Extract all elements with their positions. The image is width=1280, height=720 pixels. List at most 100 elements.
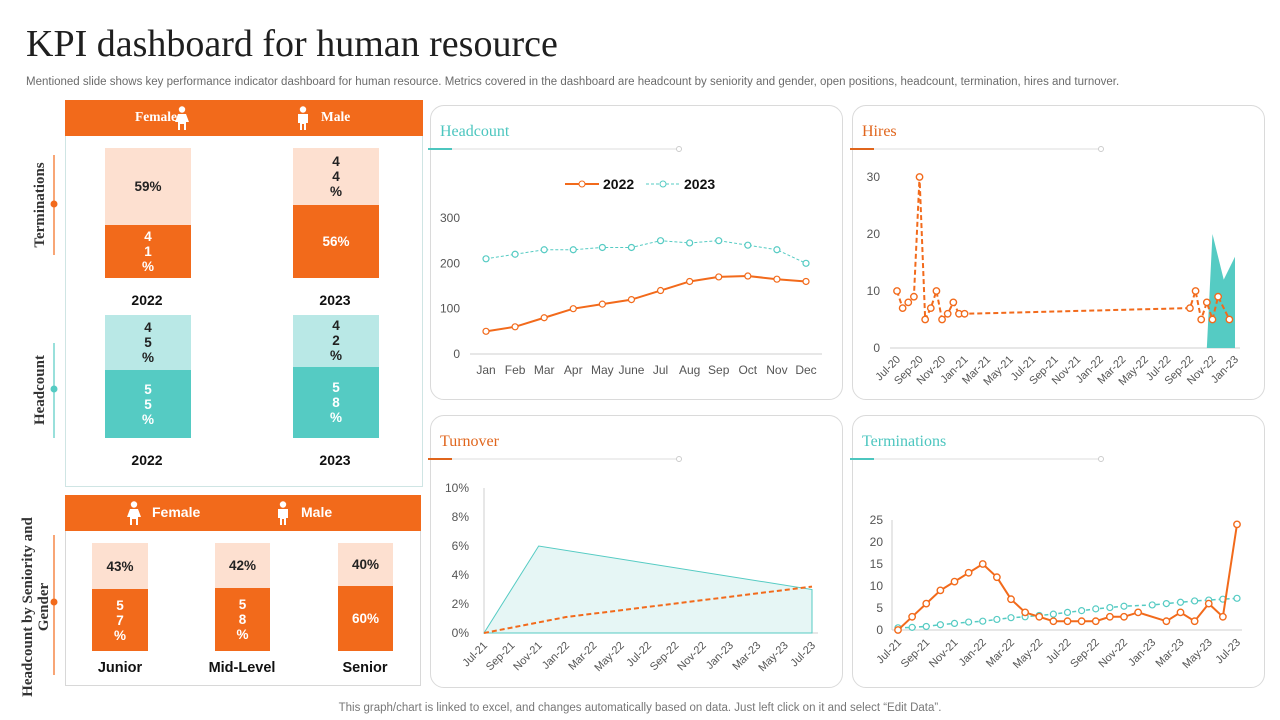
terminations-point-b bbox=[1078, 607, 1086, 615]
seniority-legend-bar: Female Male bbox=[65, 495, 421, 531]
headcount-year-2022: 2022 bbox=[131, 452, 163, 468]
female-icon bbox=[175, 106, 189, 130]
junior-male-segment: 5 7 % bbox=[92, 589, 148, 651]
x-tick-label: Nov-22 bbox=[1097, 637, 1131, 671]
hires-point bbox=[926, 304, 935, 312]
y-tick-label: 200 bbox=[440, 256, 460, 270]
legend-label-2023: 2023 bbox=[684, 176, 715, 192]
headcount-point-2022 bbox=[540, 314, 548, 322]
headcount-point-2022 bbox=[482, 327, 490, 335]
x-tick-label: Apr bbox=[564, 363, 583, 377]
headcount-point-2023 bbox=[482, 255, 490, 263]
headcount-line-2022 bbox=[485, 275, 807, 333]
terminations-2022-male-segment: 4 1 % bbox=[105, 224, 191, 278]
hires-point bbox=[960, 309, 969, 318]
senior-female-segment: 40% bbox=[338, 543, 393, 587]
y-tick-label: 300 bbox=[440, 211, 460, 225]
headcount-point-2022 bbox=[715, 273, 723, 281]
turnover-trend-line bbox=[483, 585, 813, 634]
hires-point bbox=[1191, 287, 1200, 295]
x-tick-label: May bbox=[591, 363, 614, 377]
turnover-panel bbox=[430, 415, 843, 688]
terminations-point-a bbox=[1190, 617, 1199, 626]
y-tick-label: 15 bbox=[870, 557, 884, 571]
turnover-chart-title: Turnover bbox=[440, 433, 499, 450]
terminations-point-a bbox=[1162, 617, 1171, 626]
y-tick-label: 25 bbox=[870, 513, 884, 527]
mid-level-female-label: 42% bbox=[228, 558, 257, 574]
x-tick-label: May-22 bbox=[1011, 637, 1045, 671]
x-tick-label: Aug bbox=[679, 363, 700, 377]
headcount-2023-female-segment: 4 2 % bbox=[293, 315, 379, 367]
x-tick-label: Mar bbox=[534, 363, 555, 377]
headcount-panel bbox=[430, 105, 843, 400]
terminations-point-b bbox=[1191, 597, 1199, 605]
headcount-point-2023 bbox=[540, 246, 548, 254]
hires-point bbox=[949, 298, 958, 307]
y-tick-label: 10 bbox=[870, 579, 884, 593]
headcount-2023-female-label: 4 2 % bbox=[329, 318, 342, 364]
terminations-point-a bbox=[964, 568, 973, 577]
terminations-point-b bbox=[993, 615, 1001, 624]
male-icon bbox=[278, 501, 288, 525]
x-tick-label: Sep-21 bbox=[899, 637, 933, 671]
female-legend-label: Female bbox=[135, 109, 177, 124]
hires-point bbox=[1214, 292, 1223, 301]
terminations-point-b bbox=[922, 622, 930, 631]
x-tick-label: Sep bbox=[708, 363, 730, 377]
legend-label-2022: 2022 bbox=[603, 176, 634, 192]
junior-male-label: 5 7 % bbox=[113, 597, 126, 643]
x-tick-label: May-23 bbox=[1180, 637, 1214, 671]
headcount-point-2022 bbox=[686, 277, 694, 286]
terminations-point-a bbox=[894, 626, 902, 634]
legend-marker-2022 bbox=[578, 180, 586, 188]
page-title: KPI dashboard for human resource bbox=[26, 23, 558, 65]
terminations-point-a bbox=[908, 612, 917, 621]
hires-point bbox=[1186, 304, 1194, 312]
male-icon bbox=[298, 106, 308, 130]
terminations-point-a bbox=[978, 560, 987, 568]
x-tick-label: Jan-22 bbox=[957, 637, 989, 669]
y-tick-label: 10% bbox=[445, 481, 469, 495]
terminations-point-a bbox=[1049, 617, 1058, 626]
male-legend-label: Male bbox=[301, 504, 333, 520]
terminations-bar-2022: 59% 4 1 % bbox=[105, 148, 191, 278]
headcount-2023-male-segment: 5 8 % bbox=[293, 366, 379, 438]
terminations-panel bbox=[852, 415, 1265, 688]
x-tick-label: Oct bbox=[738, 363, 757, 377]
mid-level-female-segment: 42% bbox=[215, 543, 270, 589]
hires-chart-title: Hires bbox=[862, 123, 897, 140]
x-tick-label: Nov-21 bbox=[927, 637, 961, 671]
terminations-point-a bbox=[1007, 595, 1015, 604]
terminations-side-marker bbox=[50, 155, 58, 255]
y-tick-label: 0 bbox=[873, 341, 880, 355]
junior-female-segment: 43% bbox=[92, 543, 148, 590]
seniority-bar-junior: 43% 5 7 % bbox=[92, 543, 148, 651]
headcount-point-2022 bbox=[511, 323, 519, 331]
seniority-bar-mid-level: 42% 5 8 % bbox=[215, 543, 270, 651]
terminations-point-a bbox=[1021, 608, 1030, 617]
senior-male-segment: 60% bbox=[338, 586, 393, 651]
terminations-2022-female-label: 59% bbox=[134, 178, 162, 194]
terminations-point-b bbox=[1162, 599, 1170, 608]
y-tick-label: 100 bbox=[440, 302, 460, 316]
terminations-point-a bbox=[1077, 617, 1086, 626]
headcount-point-2023 bbox=[656, 237, 665, 245]
terminations-point-a bbox=[1091, 617, 1100, 626]
terminations-point-b bbox=[1176, 598, 1185, 606]
hires-point bbox=[1225, 315, 1234, 324]
headcount-point-2023 bbox=[802, 259, 810, 267]
x-tick-label: Jul bbox=[653, 363, 668, 377]
seniority-side-marker bbox=[50, 535, 58, 675]
hires-point bbox=[943, 309, 952, 318]
terminations-point-b bbox=[979, 617, 987, 625]
hires-point bbox=[921, 315, 930, 324]
terminations-2022-female-segment: 59% bbox=[105, 148, 191, 225]
terminations-point-a bbox=[1134, 608, 1143, 617]
headcount-point-2022 bbox=[744, 272, 752, 280]
seniority-bar-senior: 40% 60% bbox=[338, 543, 393, 651]
headcount-point-2023 bbox=[686, 239, 694, 247]
legend-marker-2023 bbox=[659, 180, 667, 188]
headcount-point-2023 bbox=[598, 243, 606, 252]
